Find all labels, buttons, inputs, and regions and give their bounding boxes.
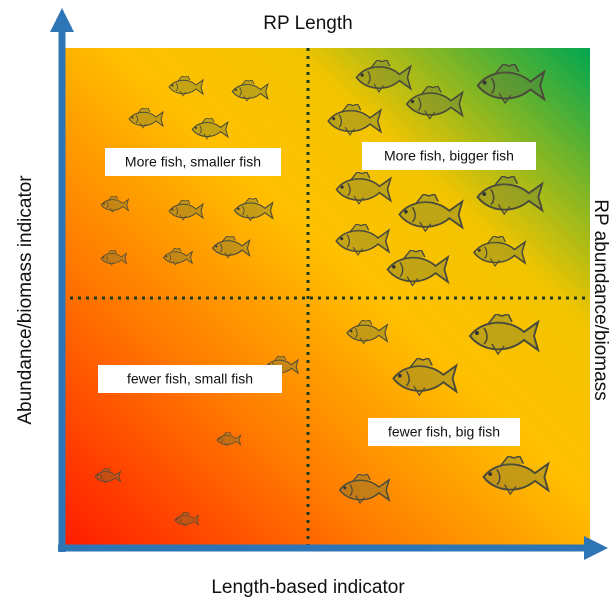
quadrant-label: More fish, bigger fish — [384, 148, 514, 164]
quadrant-label: fewer fish, small fish — [127, 371, 253, 387]
quadrant-label-box — [368, 418, 520, 446]
axes — [50, 8, 608, 560]
top-label: RP Length — [263, 13, 352, 34]
y-axis-label: Abundance/biomass indicator — [15, 175, 36, 425]
right-label: RP abundance/biomass — [590, 199, 611, 400]
x-axis-label: Length-based indicator — [211, 577, 405, 598]
quadrant-label-box — [98, 365, 282, 393]
quadrant-label-box — [105, 148, 281, 176]
quadrant-label: fewer fish, big fish — [388, 424, 500, 440]
quadrant-label-box — [362, 142, 536, 170]
quadrant-label: More fish, smaller fish — [125, 154, 261, 170]
